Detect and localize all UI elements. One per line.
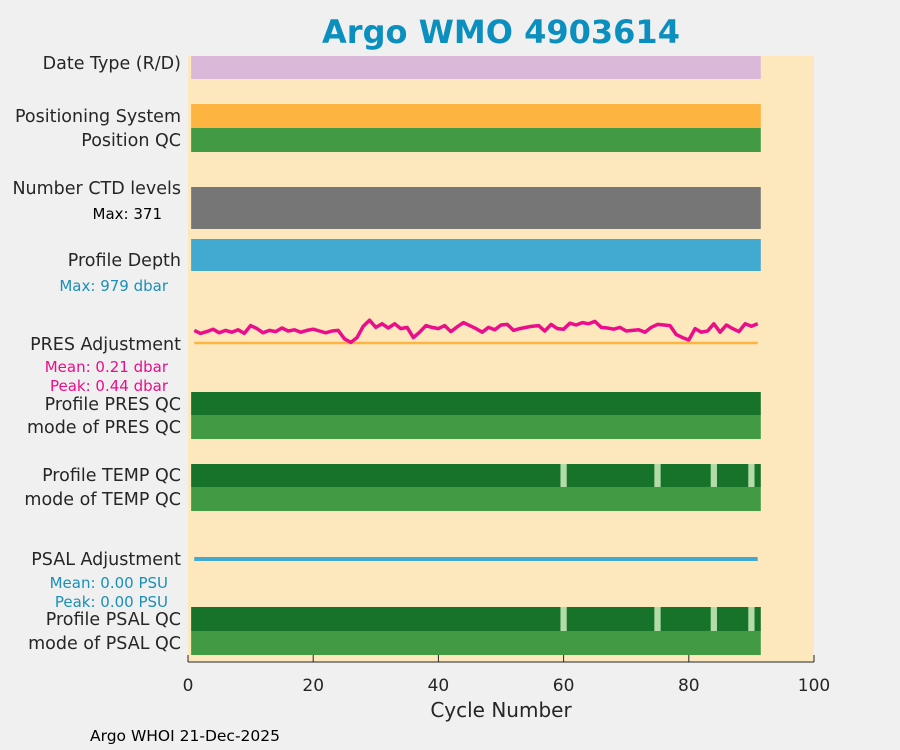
label-profile-pres-qc: Profile PRES QC [45,395,181,415]
qc-fail-marker [748,464,755,487]
temp-qc-fail-markers [560,464,755,487]
profile-depth-bar [191,239,761,271]
footer-text: Argo WHOI 21-Dec-2025 [90,727,280,745]
qc-fail-marker [654,464,661,487]
qc-fail-marker [654,607,661,631]
ctd-levels-bar [191,187,761,229]
ctd-levels-max: Max: 371 [93,205,162,223]
position-qc-bar [191,128,761,152]
label-mode-psal-qc: mode of PSAL QC [28,634,181,654]
profile-temp-qc-bar [191,464,761,487]
qc-fail-marker [560,464,567,487]
mode-psal-qc-bar [191,631,761,655]
label-profile-depth: Profile Depth [68,251,181,271]
label-mode-temp-qc: mode of TEMP QC [24,490,181,510]
pres-adjustment-peak: Peak: 0.44 dbar [50,377,169,395]
label-position-qc: Position QC [81,131,181,151]
pres-adjustment-mean: Mean: 0.21 dbar [45,358,169,376]
label-mode-pres-qc: mode of PRES QC [27,418,181,438]
x-tick-label: 60 [553,676,575,696]
label-psal-adjustment: PSAL Adjustment [31,550,181,570]
x-tick-label: 20 [302,676,324,696]
positioning-system-bar [191,104,761,128]
psal-qc-fail-markers [560,607,755,631]
x-axis-ticks: 0 20 40 60 80 100 [183,655,830,696]
x-tick-label: 0 [183,676,194,696]
psal-adjustment-peak: Peak: 0.00 PSU [55,593,168,611]
qc-fail-marker [710,464,717,487]
label-pres-adjustment: PRES Adjustment [30,335,181,355]
profile-psal-qc-bar [191,607,761,631]
profile-pres-qc-bar [191,392,761,415]
label-ctd-levels: Number CTD levels [12,179,181,199]
x-axis-label: Cycle Number [430,698,572,722]
mode-pres-qc-bar [191,415,761,439]
label-positioning-system: Positioning System [15,107,181,127]
qc-fail-marker [748,607,755,631]
x-tick-label: 80 [678,676,700,696]
qc-fail-marker [710,607,717,631]
label-profile-psal-qc: Profile PSAL QC [46,610,181,630]
qc-fail-marker [560,607,567,631]
chart-title: Argo WMO 4903614 [322,13,680,51]
label-profile-temp-qc: Profile TEMP QC [42,466,181,486]
x-tick-label: 100 [798,676,830,696]
x-tick-label: 40 [428,676,450,696]
date-type-bar [191,56,761,79]
profile-depth-max: Max: 979 dbar [59,277,168,295]
mode-temp-qc-bar [191,487,761,511]
label-date-type: Date Type (R/D) [43,54,181,74]
psal-adjustment-mean: Mean: 0.00 PSU [50,574,168,592]
pres-adjustment-line [193,318,759,345]
